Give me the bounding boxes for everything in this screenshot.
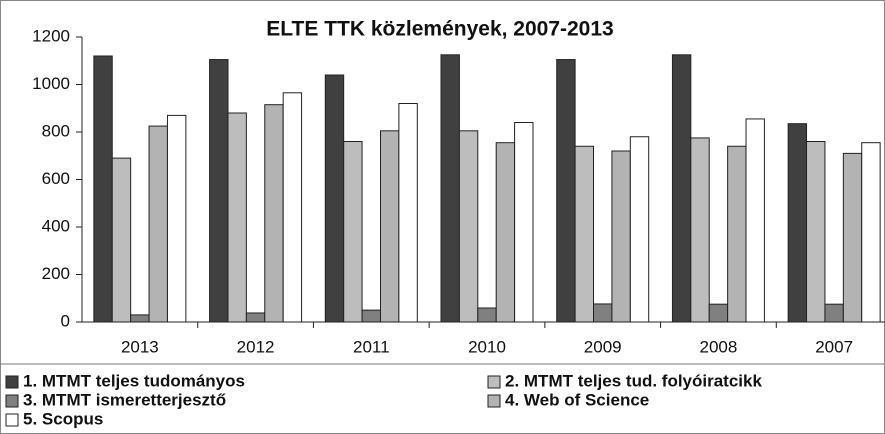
bar xyxy=(593,303,613,323)
x-tick-label: 2008 xyxy=(700,337,738,356)
bar xyxy=(324,74,345,323)
bar xyxy=(861,142,881,323)
bar xyxy=(514,122,534,323)
bar xyxy=(227,112,247,323)
legend-swatch xyxy=(5,375,19,389)
bar xyxy=(343,141,363,323)
bar xyxy=(806,141,826,323)
bar xyxy=(166,114,187,323)
y-tick-label: 1200 xyxy=(32,26,70,45)
legend-label: 4. Web of Science xyxy=(505,390,649,409)
bar xyxy=(361,309,381,323)
y-tick-label: 1000 xyxy=(32,74,70,93)
bar xyxy=(111,157,132,323)
y-tick-label: 800 xyxy=(42,121,70,140)
bar xyxy=(556,59,576,323)
legend-label: 5. Scopus xyxy=(23,409,103,428)
bar xyxy=(824,303,844,323)
legend-swatch xyxy=(5,394,19,408)
x-tick-label: 2010 xyxy=(468,337,506,356)
bar xyxy=(477,307,497,323)
bar xyxy=(495,142,516,323)
bar xyxy=(787,123,808,323)
legend-swatch xyxy=(487,375,501,389)
x-tick-label: 2007 xyxy=(815,337,853,356)
y-tick-label: 0 xyxy=(61,311,70,330)
bar xyxy=(611,150,631,323)
legend-label: 3. MTMT ismeretterjesztő xyxy=(23,390,226,409)
bar xyxy=(727,145,747,323)
y-tick-label: 600 xyxy=(42,169,70,188)
bar xyxy=(842,152,863,323)
legend-label: 1. MTMT teljes tudományos xyxy=(23,371,245,390)
bar xyxy=(264,104,284,323)
bar xyxy=(708,303,729,323)
bar xyxy=(245,312,266,323)
bar xyxy=(458,130,479,323)
bar xyxy=(379,130,400,323)
x-tick-label: 2013 xyxy=(121,337,159,356)
y-tick-label: 200 xyxy=(42,264,70,283)
bar xyxy=(148,125,168,323)
bar xyxy=(690,137,710,323)
bar xyxy=(209,59,229,323)
x-tick-label: 2012 xyxy=(237,337,275,356)
chart-title: ELTE TTK közlemények, 2007-2013 xyxy=(266,18,613,41)
x-tick-label: 2009 xyxy=(584,337,622,356)
legend-swatch xyxy=(487,394,501,408)
bar xyxy=(629,136,650,323)
legend-swatch xyxy=(5,413,19,427)
bar xyxy=(398,103,418,323)
y-tick-label: 400 xyxy=(42,216,70,235)
x-tick-label: 2011 xyxy=(353,337,390,356)
legend-label: 2. MTMT teljes tud. folyóiratcikk xyxy=(505,371,762,390)
bar xyxy=(440,54,460,323)
bar xyxy=(671,54,692,323)
bar xyxy=(130,314,150,323)
bar xyxy=(93,55,113,323)
bar xyxy=(574,145,595,323)
bar xyxy=(282,92,303,323)
bar xyxy=(745,118,765,323)
